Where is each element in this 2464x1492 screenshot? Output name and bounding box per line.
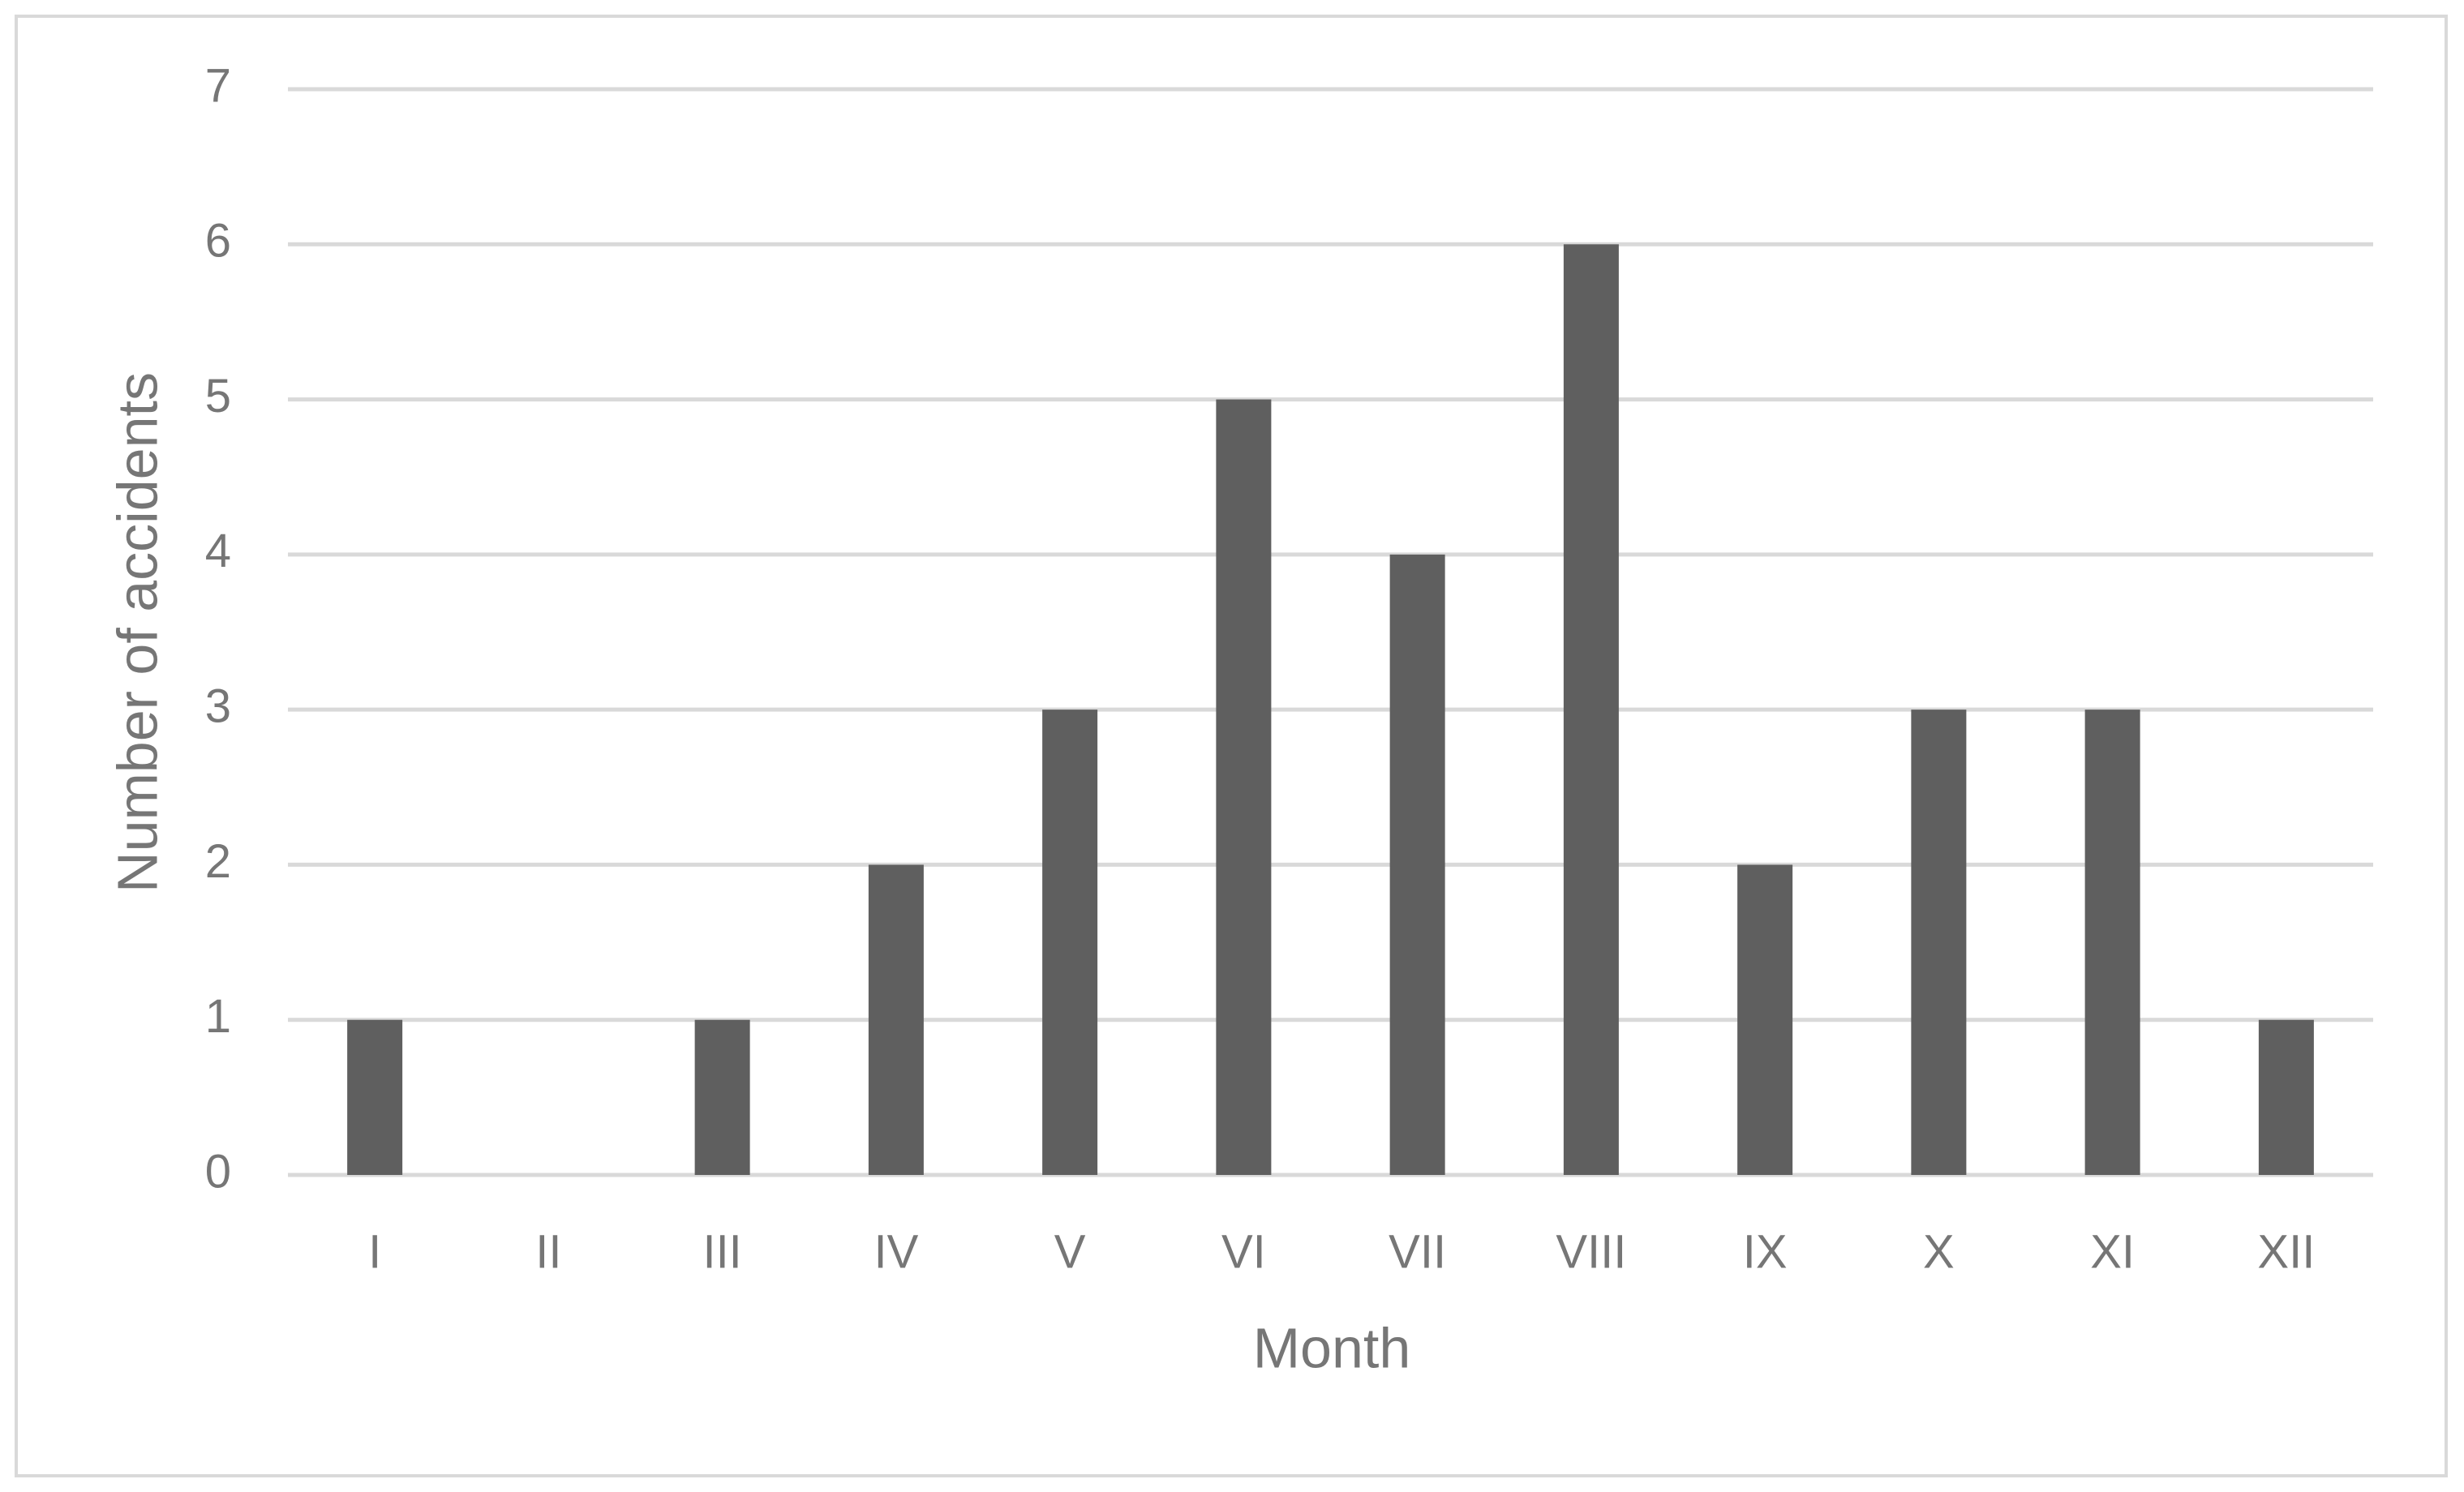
x-tick-label: XI	[2090, 1225, 2135, 1278]
x-tick-label: X	[1923, 1225, 1955, 1278]
bar	[868, 864, 924, 1175]
y-tick-label: 6	[205, 215, 231, 268]
x-tick-label: IX	[1743, 1225, 1788, 1278]
bar	[1389, 554, 1445, 1175]
bar	[1216, 399, 1272, 1176]
y-tick-label: 0	[205, 1145, 231, 1198]
x-tick-label: XII	[2257, 1225, 2315, 1278]
bar	[1737, 864, 1793, 1175]
bar	[1042, 710, 1098, 1175]
x-tick-label: II	[535, 1225, 561, 1278]
y-axis-title: Number of accidents	[105, 372, 169, 893]
x-tick-label: VIII	[1556, 1225, 1626, 1278]
x-tick-label: I	[368, 1225, 381, 1278]
x-tick-label: VII	[1389, 1225, 1446, 1278]
y-tick-label: 5	[205, 370, 231, 422]
bar	[2258, 1019, 2314, 1175]
x-tick-label: V	[1054, 1225, 1086, 1278]
x-axis-title: Month	[1253, 1316, 1411, 1379]
y-tick-label: 2	[205, 835, 231, 888]
y-tick-label: 7	[205, 59, 231, 112]
bar	[694, 1019, 750, 1175]
bar	[1911, 710, 1967, 1175]
x-tick-label: IV	[874, 1225, 918, 1278]
bar	[347, 1019, 403, 1175]
y-tick-label: 4	[205, 525, 231, 577]
bar	[2084, 710, 2140, 1175]
y-tick-label: 1	[205, 990, 231, 1043]
x-tick-label: III	[702, 1225, 741, 1278]
bar	[1563, 244, 1619, 1176]
x-tick-label: VI	[1221, 1225, 1266, 1278]
y-tick-label: 3	[205, 680, 231, 732]
